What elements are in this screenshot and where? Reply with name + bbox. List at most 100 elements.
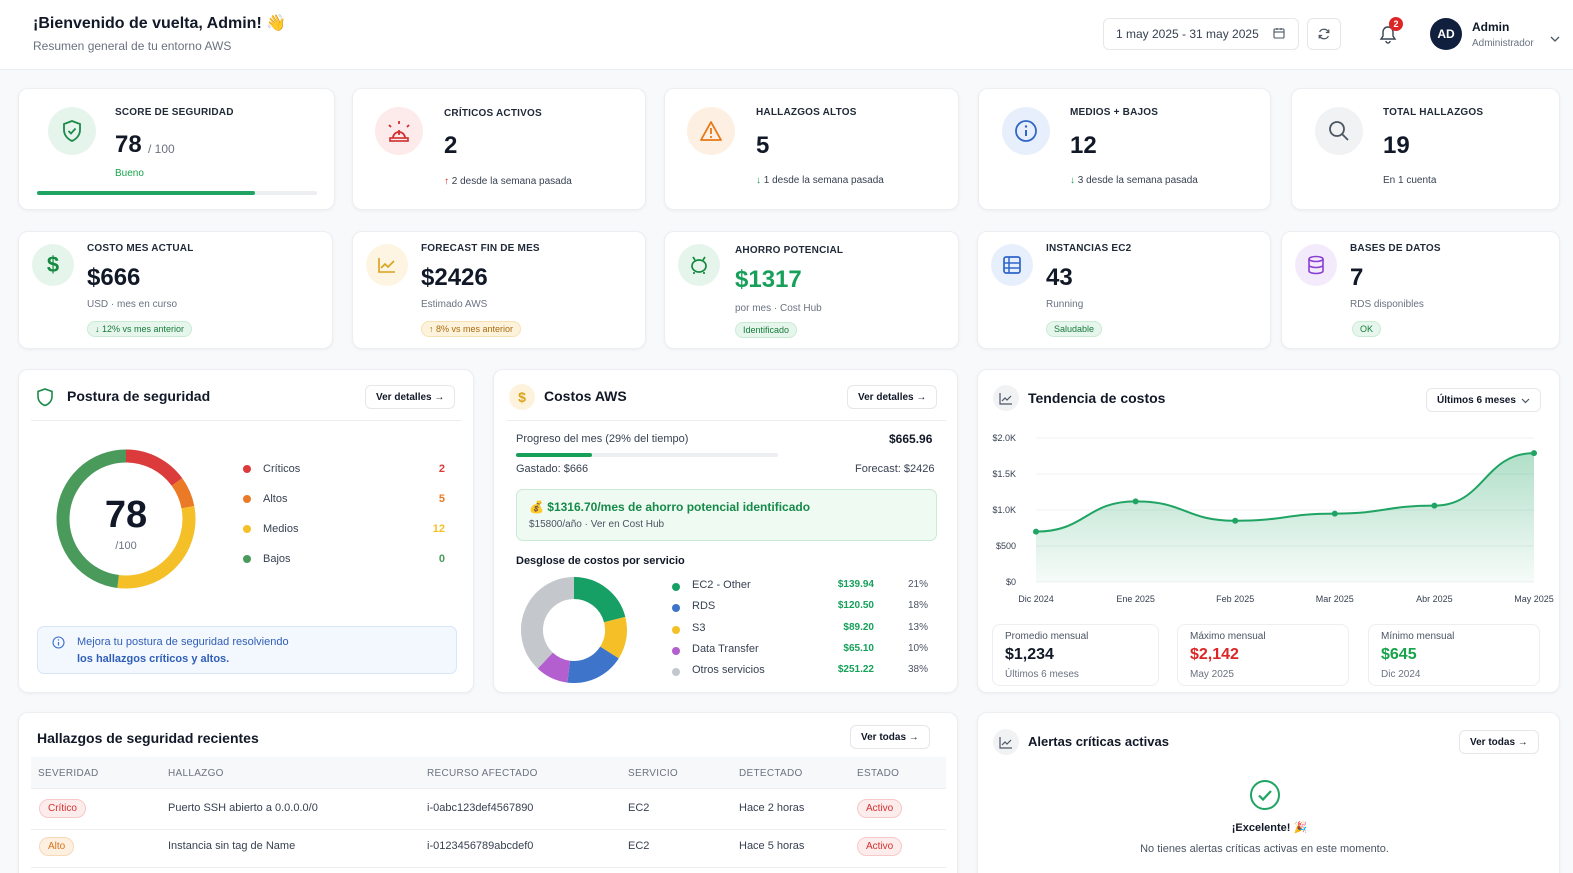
trend-point [1431, 502, 1438, 509]
tip-line-1: Mejora tu postura de seguridad resolvien… [77, 636, 289, 648]
posture-ring-segment [125, 449, 183, 487]
info-icon [1002, 107, 1050, 155]
trend-chart-icon [993, 729, 1019, 755]
recent-findings-panel: Hallazgos de seguridad recientes Ver tod… [18, 712, 958, 873]
critical-delta-text: 2 desde la semana pasada [451, 176, 572, 187]
alerts-title: Alertas críticas activas [1028, 734, 1169, 749]
date-range-text: 1 may 2025 - 31 may 2025 [1116, 27, 1259, 41]
posture-title: Postura de seguridad [67, 388, 211, 404]
medium-delta-text: 3 desde la semana pasada [1077, 175, 1198, 186]
trend-point [1033, 528, 1039, 535]
arrow-down-icon: ↓ [756, 175, 761, 186]
severity-badge: Crítico [39, 799, 86, 818]
table-row[interactable] [31, 830, 946, 868]
savings-card: AHORRO POTENCIAL $1317 por mes · Cost Hu… [664, 231, 959, 349]
medium-delta: ↓ 3 desde la semana pasada [1070, 175, 1198, 186]
score-suffix: / 100 [148, 142, 175, 156]
posture-details-button[interactable]: Ver detalles → [365, 385, 456, 409]
forecast-label: FORECAST FIN DE MES [421, 243, 540, 254]
service-cost: $139.94 [837, 579, 874, 590]
posture-legend-item: Bajos 0 [243, 553, 445, 565]
ec2-card: INSTANCIAS EC2 43 Running Saludable [977, 231, 1271, 349]
divider [31, 420, 461, 421]
legend-label: Medios [263, 523, 299, 535]
posture-score-sub: /100 [115, 540, 137, 552]
legend-dot [243, 465, 251, 473]
column-header: ESTADO [857, 768, 900, 779]
month-progress-fill [516, 453, 592, 457]
legend-value: 0 [438, 553, 445, 565]
savings-sub: por mes · Cost Hub [735, 303, 822, 314]
critical-alerts-panel: Alertas críticas activas Ver todas → ¡Ex… [977, 712, 1560, 873]
resource-id: i-0123456789abcdef0 [427, 840, 534, 852]
savings-banner-title: 💰 $1316.70/mes de ahorro potencial ident… [529, 500, 811, 514]
posture-ring-segment [117, 505, 196, 589]
savings-label: AHORRO POTENCIAL [735, 245, 844, 256]
month-progress-label: Progreso del mes (29% del tiempo) [516, 433, 689, 445]
cost-donut-slice [599, 616, 627, 659]
critical-value: 2 [444, 132, 458, 159]
ec2-value: 43 [1046, 264, 1073, 291]
medium-low-card: MEDIOS + BAJOS 12 ↓ 3 desde la semana pa… [978, 88, 1271, 210]
service-cost: $251.22 [837, 664, 874, 676]
high-value: 5 [756, 132, 770, 159]
service-dot [672, 668, 680, 677]
current-cost-sub: USD · mes en curso [87, 299, 178, 310]
current-cost-pill: ↓ 12% vs mes anterior [87, 321, 193, 337]
high-findings-card: HALLAZGOS ALTOS 5 ↓ 1 desde la semana pa… [664, 88, 959, 210]
legend-dot [243, 495, 251, 503]
avatar[interactable]: AD [1430, 18, 1462, 50]
total-sub: En 1 cuenta [1383, 175, 1437, 186]
column-header: SERVICIO [628, 768, 679, 779]
arrow-down-icon: ↓ [1070, 175, 1075, 186]
trend-stat-label: Mínimo mensual [1381, 631, 1455, 642]
cost-donut-slice [567, 646, 619, 683]
trend-stat-label: Promedio mensual [1005, 631, 1089, 642]
legend-label: Altos [263, 493, 288, 505]
ec2-label: INSTANCIAS EC2 [1046, 243, 1132, 254]
service-dot [672, 625, 680, 634]
service-pct: 10% [907, 642, 928, 654]
total-value: 19 [1383, 132, 1410, 159]
table-row[interactable] [31, 792, 946, 830]
critical-delta: ↑ 2 desde la semana pasada [444, 176, 572, 187]
service-name: S3 [692, 621, 706, 634]
y-tick-label: $0 [1006, 577, 1016, 587]
alerts-ok-title: ¡Excelente! 🎉 [1231, 822, 1308, 834]
trend-title: Tendencia de costos [1028, 390, 1166, 406]
ec2-sub: Running [1046, 299, 1084, 310]
forecast-sub: Estimado AWS [421, 299, 488, 310]
month-progress-total: $665.96 [889, 432, 933, 446]
tip-line-2[interactable]: los hallazgos críticos y altos. [77, 653, 230, 665]
x-tick-label: Ene 2025 [1116, 594, 1155, 604]
posture-ring-segment [56, 449, 127, 588]
costs-details-button[interactable]: Ver detalles → [847, 385, 938, 409]
savings-value: $1317 [735, 266, 802, 293]
trend-point [1531, 450, 1537, 457]
databases-label: BASES DE DATOS [1350, 243, 1441, 254]
y-tick-label: $2.0K [992, 433, 1016, 443]
legend-value: 5 [438, 493, 445, 505]
trend-point [1232, 517, 1239, 524]
high-delta-text: 1 desde la semana pasada [763, 175, 884, 186]
alerts-view-all-button[interactable]: Ver todas → [1459, 730, 1539, 754]
refresh-button[interactable] [1307, 18, 1341, 50]
y-tick-label: $1.0K [992, 505, 1016, 515]
date-range-picker[interactable]: 1 may 2025 - 31 may 2025 [1103, 18, 1299, 50]
score-progress-fill [37, 191, 256, 195]
service-cost: $65.10 [843, 642, 874, 654]
period-select[interactable]: Últimos 6 meses [1426, 388, 1541, 412]
chevron-down-icon[interactable] [1550, 30, 1560, 48]
findings-view-all-button[interactable]: Ver todas → [850, 725, 930, 749]
alerts-ok-text: No tienes alertas críticas activas en es… [1140, 843, 1389, 855]
detected-time: Hace 2 horas [739, 802, 805, 814]
x-tick-label: Dic 2024 [1018, 594, 1054, 604]
posture-tip-box: Mejora tu postura de seguridad resolvien… [37, 626, 457, 674]
trend-chart-icon [993, 385, 1019, 411]
service-pct: 21% [907, 579, 928, 590]
savings-banner[interactable]: 💰 $1316.70/mes de ahorro potencial ident… [516, 489, 937, 541]
greeting-title: ¡Bienvenido de vuelta, Admin! 👋 [33, 15, 287, 32]
service-dot [672, 646, 680, 655]
y-tick-label: $1.5K [992, 469, 1016, 479]
legend-dot [243, 555, 251, 563]
